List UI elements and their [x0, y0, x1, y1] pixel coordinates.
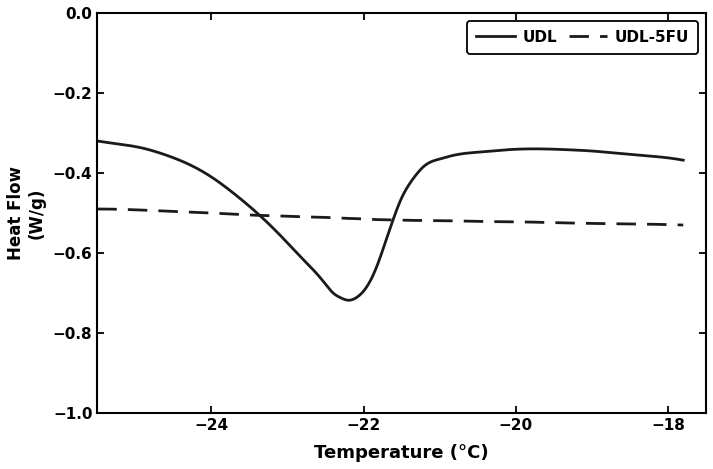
UDL-5FU: [573, 220, 582, 226]
UDL: [93, 138, 101, 144]
UDL-5FU: [679, 222, 687, 228]
UDL: [372, 264, 381, 269]
UDL: [443, 154, 451, 160]
UDL-5FU: [371, 217, 380, 222]
UDL: [344, 297, 353, 303]
UDL-5FU: [665, 222, 673, 227]
UDL: [411, 173, 420, 178]
UDL-5FU: [93, 206, 101, 212]
UDL: [679, 158, 687, 163]
UDL: [575, 147, 583, 153]
Line: UDL: UDL: [97, 141, 683, 300]
Y-axis label: Heat Flow
(W/g): Heat Flow (W/g): [7, 166, 46, 260]
UDL: [666, 155, 674, 161]
UDL-5FU: [410, 218, 419, 223]
UDL-5FU: [442, 218, 451, 224]
Legend: UDL, UDL-5FU: UDL, UDL-5FU: [467, 21, 699, 54]
X-axis label: Temperature (°C): Temperature (°C): [314, 444, 489, 462]
UDL: [376, 254, 384, 260]
Line: UDL-5FU: UDL-5FU: [97, 209, 683, 225]
UDL-5FU: [375, 217, 384, 222]
